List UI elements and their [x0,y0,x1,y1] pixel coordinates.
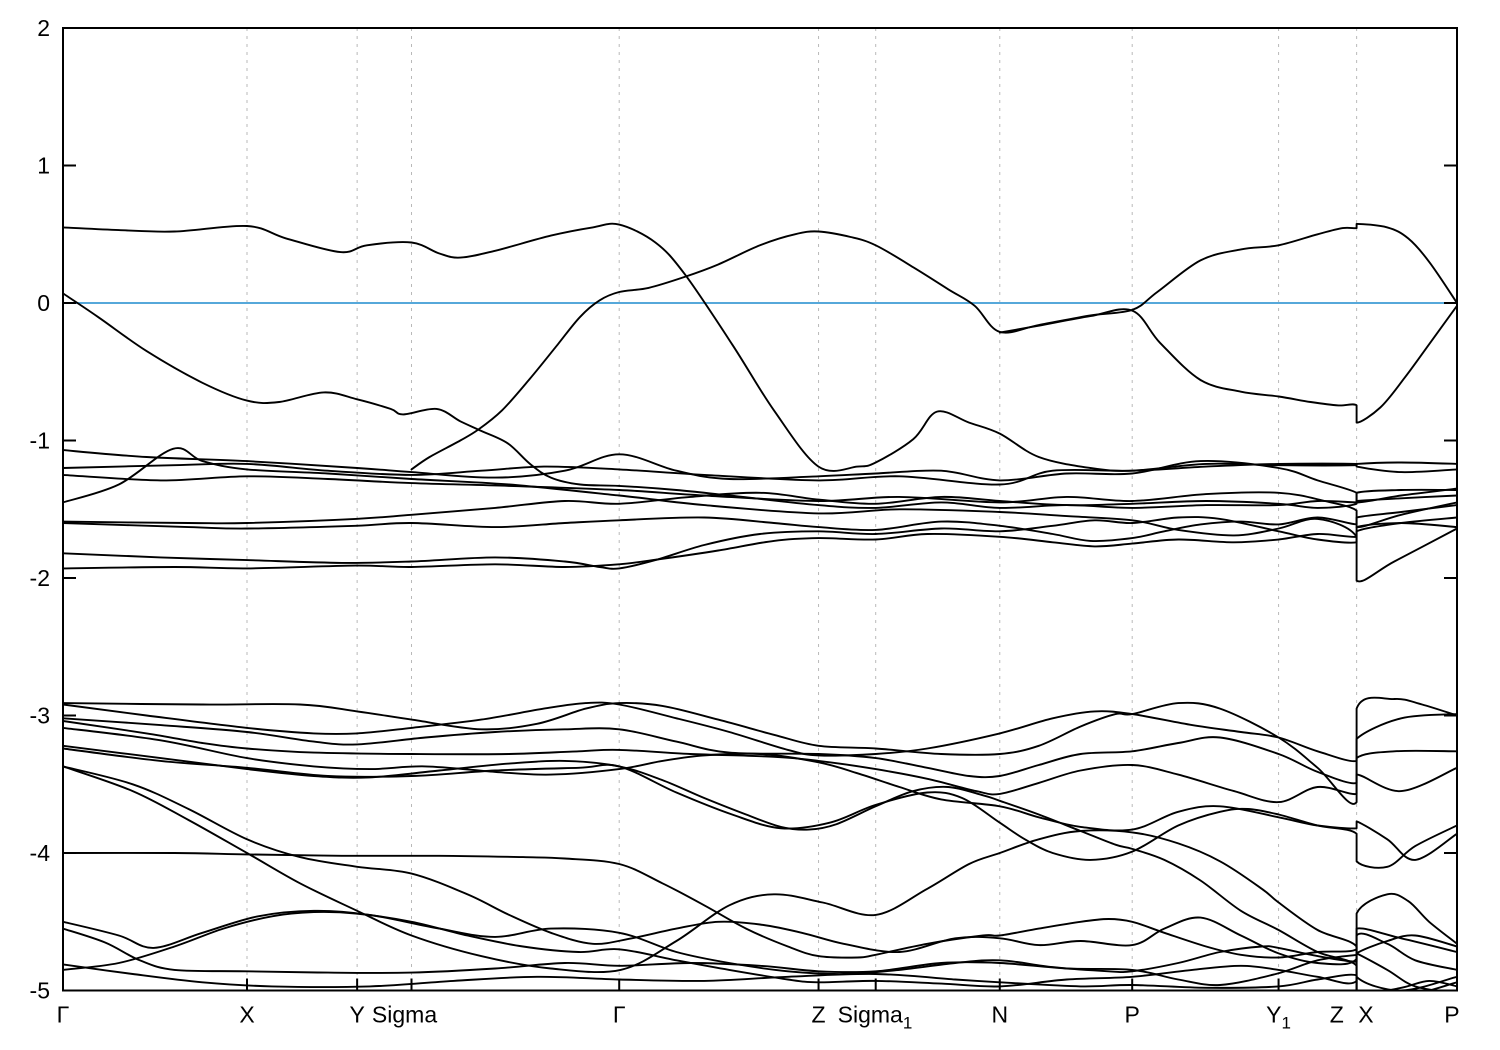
band-line [63,909,1457,975]
band-line [63,462,1457,486]
band-line [63,717,1457,785]
y-axis-label: 1 [37,153,50,179]
y-axis-label: -2 [30,565,50,591]
kpoint-label: Z [1330,1002,1344,1028]
band-line [63,851,1457,959]
kpoint-label: P [1125,1002,1140,1028]
band-line [63,522,1457,570]
band-line [63,765,1457,966]
y-axis-label: -1 [30,428,50,454]
band-line [63,696,1457,805]
band-line [63,765,1457,991]
band-line [63,449,1457,504]
band-line [63,927,1443,991]
band-line [63,910,1457,988]
kpoint-label: N [991,1002,1008,1028]
band-line [63,222,1457,472]
kpoint-label: P [1444,1002,1459,1028]
band-line [63,516,1457,570]
band-line [63,726,1457,861]
kpoint-label: Y [349,1002,364,1028]
band-line [63,701,1457,763]
kpoint-label: Sigma1 [838,1002,913,1033]
band-line [63,473,1457,529]
band-line [63,292,1457,509]
kpoint-label: Sigma [372,1002,437,1028]
band-line [63,504,1457,542]
band-line [63,744,1457,991]
band-line [998,304,1457,424]
y-axis-label: 0 [37,290,50,316]
kpoint-label: Z [812,1002,826,1028]
y-axis-label: -4 [30,840,51,866]
kpoint-label: X [1358,1002,1373,1028]
band-line [63,720,1457,804]
y-axis-label: 2 [37,15,50,41]
plot-border [62,27,1458,992]
kpoint-label: Y1 [1266,1002,1291,1033]
band-line [63,747,1457,869]
y-axis-label: -3 [30,703,50,729]
kpoint-label: Γ [57,1002,70,1028]
band-line [63,447,1457,583]
y-axis-label: -5 [30,978,50,1004]
kpoint-label: Γ [613,1002,626,1028]
band-line [63,488,1457,525]
kpoint-label: X [239,1002,254,1028]
band-line [410,222,1457,471]
